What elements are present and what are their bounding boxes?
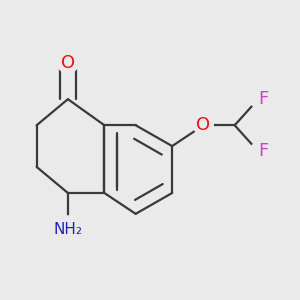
Text: NH₂: NH₂ [53, 222, 82, 237]
Text: O: O [196, 116, 211, 134]
Text: F: F [258, 142, 268, 160]
Circle shape [250, 143, 266, 160]
Circle shape [194, 115, 213, 135]
Text: F: F [258, 90, 268, 108]
Circle shape [54, 216, 82, 243]
Circle shape [58, 52, 78, 73]
Text: O: O [61, 54, 75, 72]
Circle shape [250, 91, 266, 107]
